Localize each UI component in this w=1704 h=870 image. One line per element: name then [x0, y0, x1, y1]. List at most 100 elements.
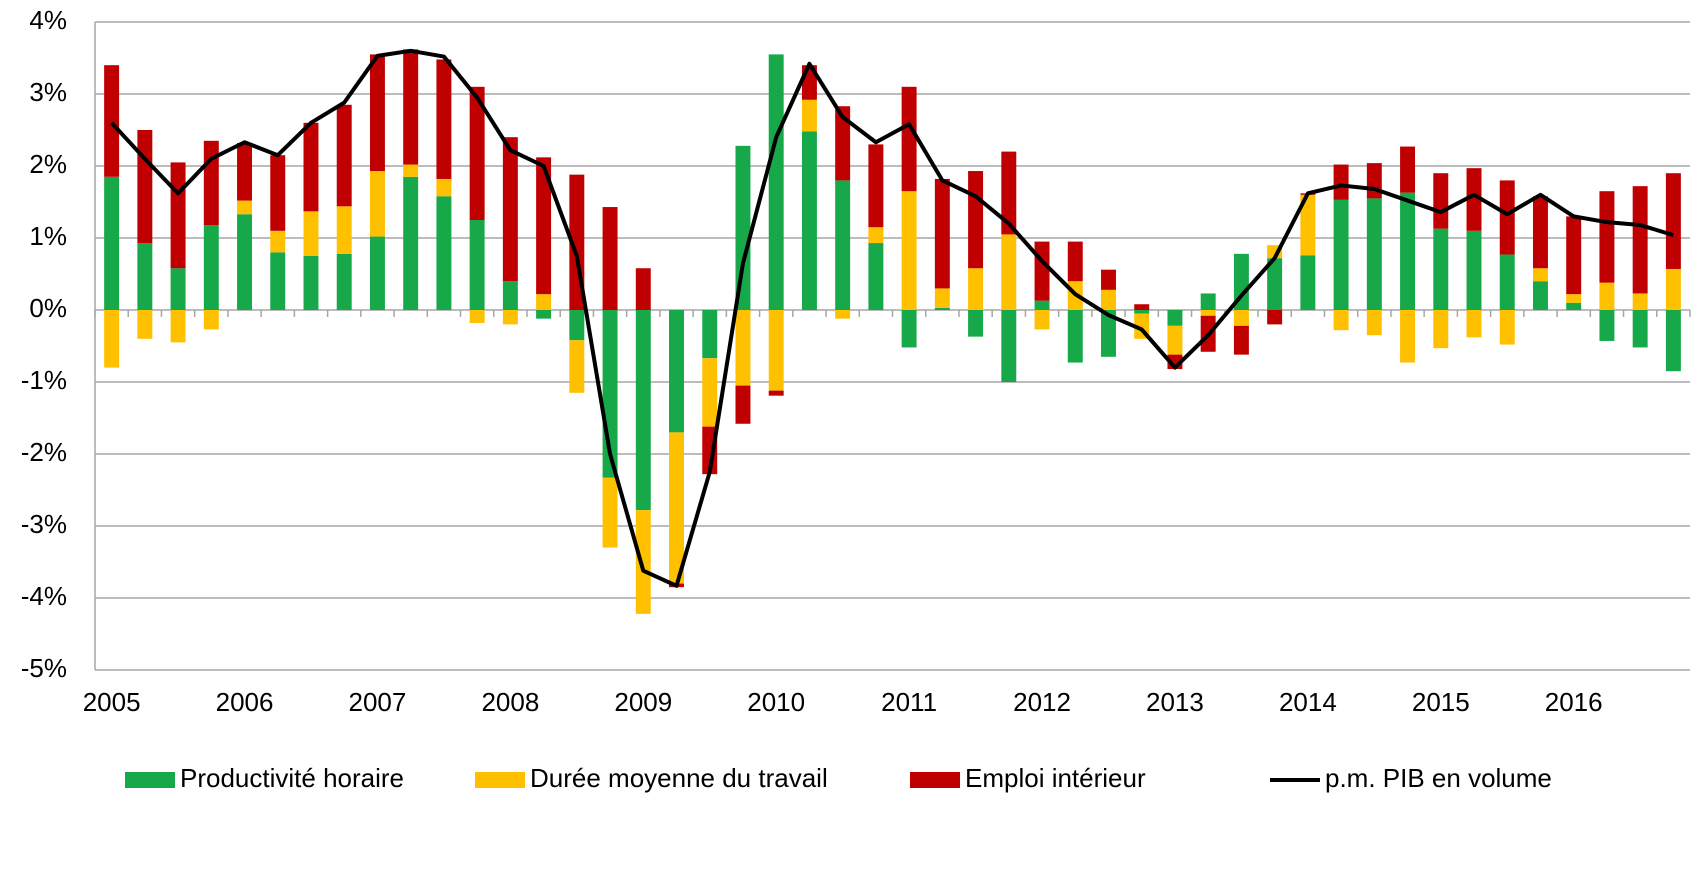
bar-segment [901, 191, 917, 310]
bar-segment [137, 310, 153, 339]
bar-segment [1466, 310, 1482, 338]
bar-segment [1200, 293, 1216, 310]
bar-segment [768, 310, 784, 391]
bar-segment [1233, 253, 1249, 310]
bar-segment [702, 310, 718, 359]
bar-segment [1400, 310, 1416, 363]
bar-segment [137, 243, 153, 310]
bar-segment [1333, 199, 1349, 310]
y-tick-label: -2% [21, 437, 67, 467]
bar-segment [1665, 310, 1681, 372]
bar-segment [1034, 310, 1050, 330]
x-tick-label: 2007 [349, 687, 407, 717]
x-tick-label: 2008 [481, 687, 539, 717]
bar-segment [735, 385, 751, 424]
bar-segment [1466, 230, 1482, 310]
bar-segment [569, 310, 585, 341]
bar-segment [1101, 289, 1116, 310]
bar-segment [968, 310, 984, 337]
y-tick-label: -4% [21, 581, 67, 611]
bar-segment [303, 211, 319, 256]
line-series [110, 48, 1674, 588]
bar-segment [203, 225, 219, 310]
bar-segment [237, 200, 253, 215]
bar-segment [1433, 310, 1449, 349]
bar-segment [1566, 294, 1582, 303]
bar-segment [835, 180, 851, 310]
bar-segment [403, 49, 419, 165]
bar-segment [536, 294, 552, 310]
bar-segment [237, 142, 253, 201]
bar-segment [934, 307, 950, 310]
legend-label: Emploi intérieur [965, 763, 1146, 793]
bar-segment [768, 54, 784, 311]
bar-segment [303, 122, 319, 212]
x-tick-label: 2011 [881, 687, 937, 717]
bar-segment [1665, 173, 1681, 269]
bar-segment [1333, 310, 1349, 331]
bar-segment [1001, 234, 1017, 310]
bar-segment [1599, 191, 1615, 283]
bar-segment [170, 310, 186, 343]
x-tick-label: 2006 [216, 687, 274, 717]
bar-segment [801, 131, 817, 310]
bar-segment [369, 236, 385, 310]
bar-segment [1200, 310, 1216, 316]
x-tick-label: 2005 [83, 687, 141, 717]
bar-segment [203, 310, 219, 330]
bar-segment [170, 268, 186, 310]
bar-segment [868, 227, 884, 244]
bar-segment [735, 310, 751, 386]
bar-segment [369, 54, 385, 172]
bar-segment [502, 281, 518, 310]
bar-segment [569, 340, 585, 393]
bar-segment [502, 310, 518, 325]
bar-segment [403, 176, 419, 310]
bar-segment [1001, 151, 1017, 235]
bar-segment [735, 145, 751, 310]
bar-segment [1233, 325, 1249, 355]
bar-segment [104, 310, 120, 368]
bar-segment [469, 86, 485, 220]
bar-segment [436, 196, 452, 310]
x-tick-label: 2014 [1279, 687, 1337, 717]
bar-segment [1566, 302, 1582, 310]
bar-segment [1499, 310, 1515, 345]
x-tick-label: 2009 [614, 687, 672, 717]
bar-segment [336, 206, 352, 254]
bar-segment [702, 358, 718, 427]
legend-label: p.m. PIB en volume [1325, 763, 1552, 793]
bar-segment [1333, 164, 1349, 200]
bar-segment [1433, 173, 1449, 229]
bar-segment [237, 214, 253, 310]
y-tick-label: 4% [29, 5, 67, 35]
bar-segment [1366, 198, 1382, 310]
bar-segment [868, 144, 884, 228]
bar-segment [1233, 310, 1249, 326]
bar-segment [270, 155, 286, 231]
bar-segment [1566, 216, 1582, 295]
bar-segment [1632, 293, 1648, 310]
bar-segment [635, 268, 651, 310]
legend-label: Durée moyenne du travail [530, 763, 828, 793]
bar-segment [403, 164, 419, 177]
bar-segment [1499, 254, 1515, 310]
bar-segment [1532, 281, 1548, 310]
bar-segment [1532, 268, 1548, 282]
bar-segment [1167, 325, 1183, 355]
bar-segment [1101, 269, 1116, 290]
x-tick-label: 2010 [747, 687, 805, 717]
bar-segment [104, 65, 120, 177]
bar-segment [1167, 310, 1183, 326]
bar-segment [469, 310, 485, 323]
x-tick-label: 2012 [1013, 687, 1071, 717]
bar-segment [436, 178, 452, 197]
legend-swatch [910, 772, 960, 788]
bar-segment [1267, 258, 1283, 310]
bar-segment [1466, 168, 1482, 231]
bar-segment [1599, 282, 1615, 310]
bar-segment [835, 310, 851, 319]
bar-segment [536, 157, 552, 295]
bar-segment [1632, 310, 1648, 348]
y-tick-label: 0% [29, 293, 67, 323]
